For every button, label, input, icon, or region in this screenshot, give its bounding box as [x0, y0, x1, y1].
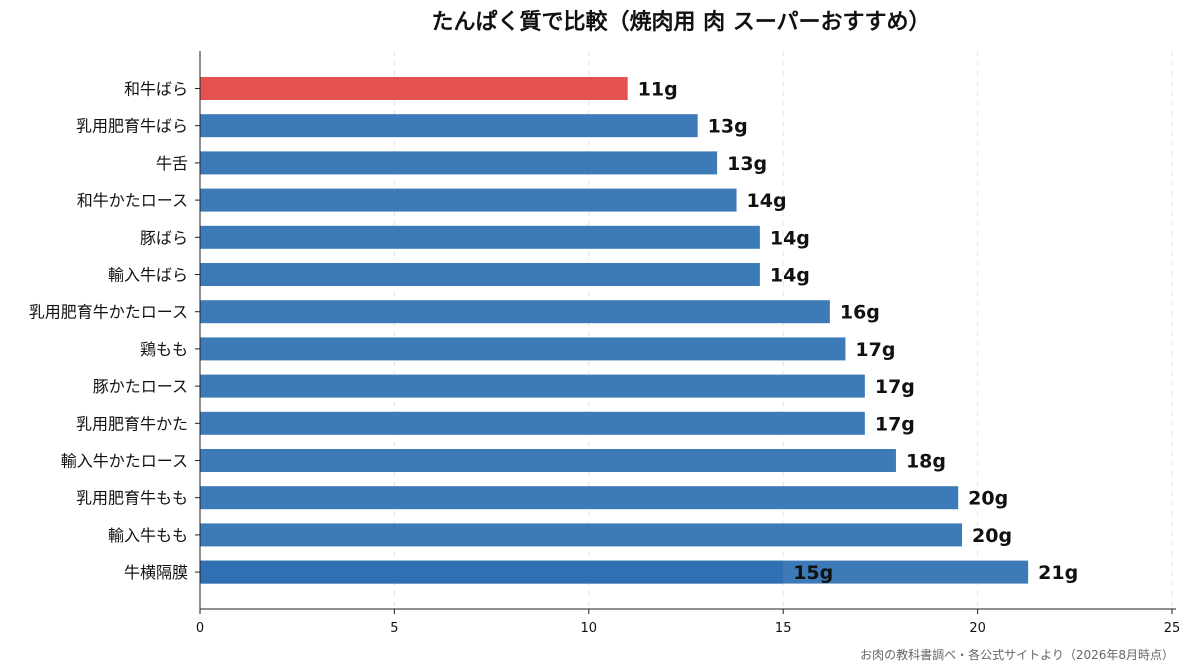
axes-group: 0 5 10 15 20 25	[195, 51, 1180, 636]
bar	[200, 300, 830, 324]
category-label: 輸入牛ばら	[108, 266, 188, 285]
x-tick-label: 10	[581, 621, 598, 636]
value-label: 11g	[638, 79, 678, 101]
category-label: 和牛かたロース	[77, 191, 188, 210]
bar	[200, 225, 760, 249]
category-label: 牛舌	[156, 154, 188, 173]
x-tick-label: 25	[1164, 621, 1181, 636]
bar	[200, 411, 865, 435]
x-tick-label: 20	[969, 621, 986, 636]
x-tick-label: 0	[196, 621, 204, 636]
category-label: 和牛ばら	[124, 80, 188, 99]
value-label: 14g	[770, 265, 810, 287]
category-label: 乳用肥育牛かたロース	[29, 303, 188, 322]
value-label: 14g	[747, 190, 787, 212]
category-label: 牛横隔膜	[124, 563, 188, 582]
value-label: 20g	[972, 525, 1012, 547]
source-note: お肉の教科書調べ・各公式サイトより（2026年8月時点）	[860, 647, 1174, 662]
bar	[200, 486, 959, 510]
bar	[200, 77, 628, 100]
value-label: 21g	[1038, 562, 1078, 584]
category-label: 豚かたロース	[93, 377, 188, 396]
grid-lines	[393, 51, 1173, 609]
overlay-bar	[200, 560, 784, 584]
bar	[200, 188, 737, 212]
category-label: 豚ばら	[140, 228, 188, 247]
value-label: 13g	[727, 153, 767, 175]
labels-group: 和牛ばら 11g 乳用肥育牛ばら 13g 牛舌 13g 和牛かたロース 14g 豚ばら 14g 輸入…	[29, 79, 1078, 585]
bar	[200, 151, 718, 175]
value-label: 14g	[770, 227, 810, 249]
value-label: 16g	[840, 302, 880, 324]
value-label: 18g	[906, 451, 946, 473]
value-label: 17g	[875, 376, 915, 398]
overlay-value-label: 15g	[793, 562, 833, 584]
bar	[200, 263, 760, 286]
category-label: 乳用肥育牛かた	[76, 414, 188, 433]
chart-title: たんぱく質で比較（焼肉用 肉 スーパーおすすめ）	[431, 9, 930, 35]
x-tick-label: 5	[390, 621, 398, 636]
bar	[200, 337, 846, 361]
bar	[200, 449, 896, 472]
value-label: 17g	[855, 339, 895, 361]
category-label: 輸入牛かたロース	[61, 452, 188, 471]
bar	[200, 114, 698, 138]
category-label: 乳用肥育牛ばら	[76, 117, 188, 136]
value-label: 17g	[875, 413, 915, 435]
bars-group	[200, 77, 1029, 584]
value-label: 20g	[968, 488, 1008, 510]
value-label: 13g	[708, 116, 748, 138]
x-tick-label: 15	[775, 621, 792, 636]
category-label: 乳用肥育牛もも	[76, 489, 188, 508]
category-label: 輸入牛もも	[108, 526, 188, 545]
category-label: 鶏もも	[140, 340, 188, 359]
bar	[200, 374, 865, 398]
bar	[200, 523, 963, 547]
